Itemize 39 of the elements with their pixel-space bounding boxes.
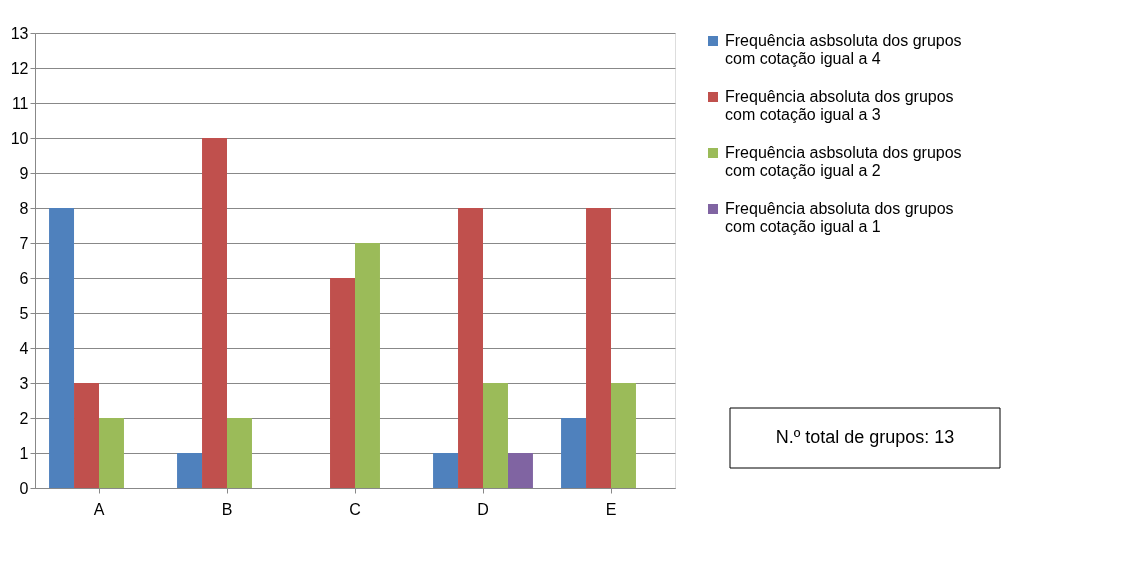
bar <box>330 278 355 488</box>
bar <box>177 453 203 488</box>
y-tick-label: 10 <box>10 129 29 147</box>
y-tick-label: 7 <box>19 234 29 252</box>
y-tick-label: 8 <box>19 199 29 217</box>
bar <box>611 383 636 488</box>
legend-label: Frequência asbsoluta dos grupos com cotação igual a 2 <box>725 144 962 179</box>
bar <box>561 418 587 488</box>
legend-label: Frequência asbsoluta dos grupos com cotação igual a 4 <box>725 32 962 67</box>
bar <box>74 383 99 488</box>
bar <box>586 208 611 488</box>
y-tick-label: 0 <box>19 479 29 497</box>
y-tick-label: 1 <box>19 444 29 462</box>
bar <box>355 243 380 488</box>
legend-label: Frequência absoluta dos grupos com cotação igual a 1 <box>725 200 954 235</box>
y-tick-label: 5 <box>19 304 29 322</box>
x-tick-label: A <box>93 500 105 518</box>
y-tick-label: 2 <box>19 409 29 427</box>
y-tick-label: 13 <box>10 24 29 42</box>
y-tick-label: 4 <box>19 339 29 357</box>
x-tick-label: C <box>349 500 361 518</box>
legend-label: Frequência absoluta dos grupos com cotação igual a 3 <box>725 88 954 123</box>
bar <box>227 418 252 488</box>
y-tick-label: 9 <box>19 164 29 182</box>
bar <box>202 138 227 488</box>
bar <box>483 383 508 488</box>
y-tick-label: 3 <box>19 374 29 392</box>
x-tick-label: E <box>605 500 617 518</box>
bar <box>458 208 483 488</box>
x-tick-label: B <box>221 500 233 518</box>
bar <box>433 453 459 488</box>
bar <box>507 453 533 488</box>
bar <box>49 208 75 488</box>
y-tick-label: 6 <box>19 269 29 287</box>
text: N.º total de grupos: 13 <box>775 427 955 447</box>
y-tick-label: 12 <box>10 59 29 77</box>
y-tick-label: 11 <box>11 94 29 112</box>
bar <box>99 418 124 488</box>
x-tick-label: D <box>477 500 489 518</box>
